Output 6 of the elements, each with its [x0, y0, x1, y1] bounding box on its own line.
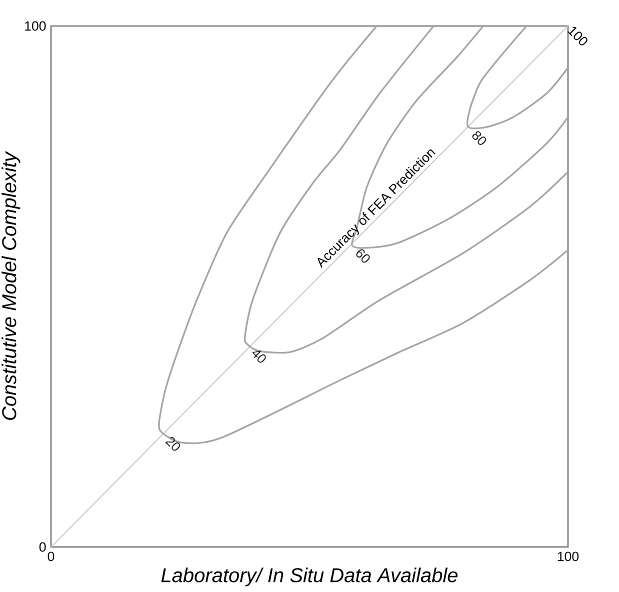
- text: 20: [165, 437, 180, 451]
- y-axis-title: Constitutive Model Complexity: [2, 151, 20, 420]
- text: 40: [252, 350, 266, 363]
- annotation: 100: [568, 26, 588, 46]
- text: 80: [472, 131, 486, 145]
- x-axis-title: Laboratory/ In Situ Data Available: [161, 568, 458, 586]
